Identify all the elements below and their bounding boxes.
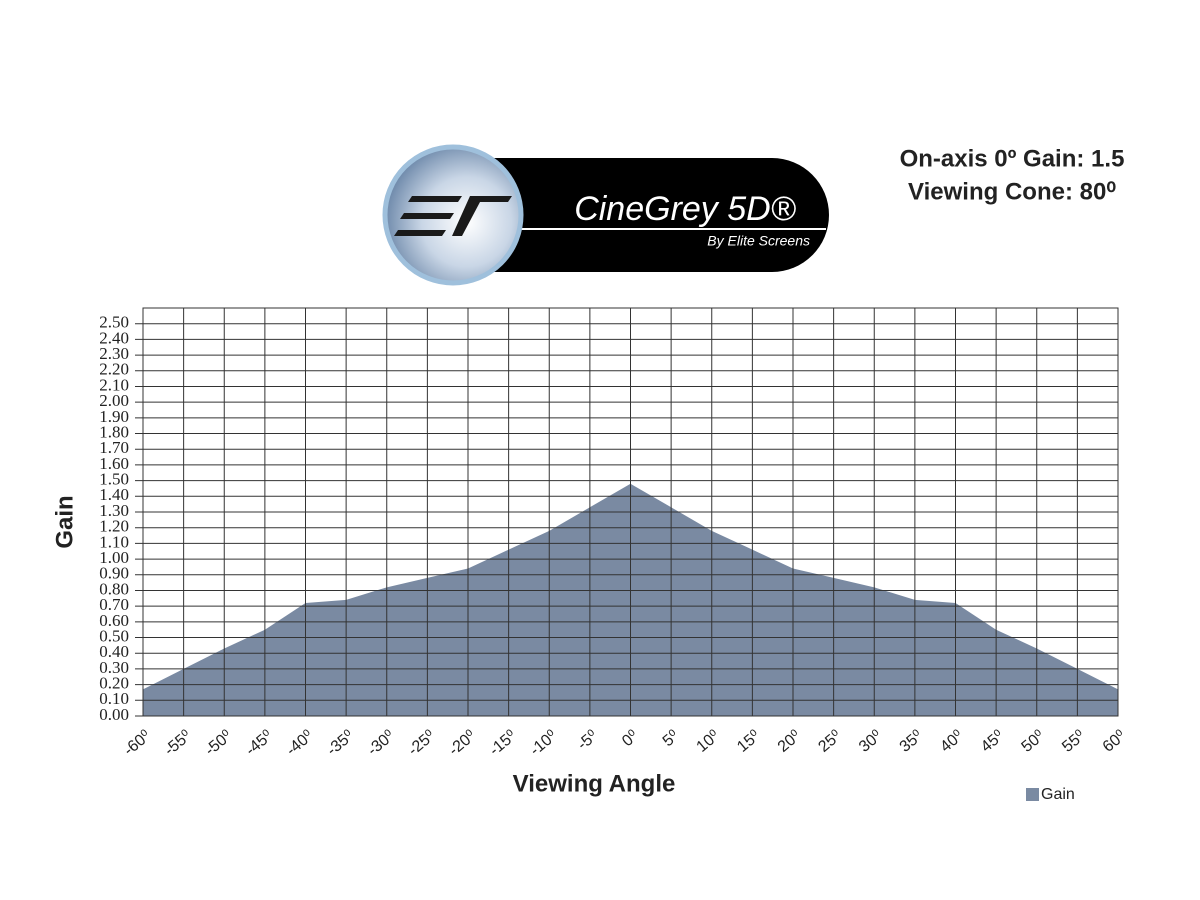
y-tick-label: 1.20 <box>99 517 129 536</box>
logo: CineGrey 5D® By Elite Screens <box>382 144 829 286</box>
x-tick-label: 40⁰ <box>937 727 966 756</box>
x-tick-label: -25⁰ <box>405 727 439 759</box>
x-tick-label: -55⁰ <box>161 727 195 759</box>
y-tick-label: 0.10 <box>99 689 129 708</box>
y-tick-label: 2.20 <box>99 360 129 379</box>
x-tick-label: -50⁰ <box>202 727 236 759</box>
x-tick-label: 15⁰ <box>734 727 763 756</box>
x-axis-title: Viewing Angle <box>513 770 676 797</box>
x-tick-label: -5⁰ <box>574 727 601 753</box>
logo-orb <box>382 144 524 286</box>
y-tick-label: 1.90 <box>99 407 129 426</box>
x-tick-label: 25⁰ <box>815 727 844 756</box>
brand-tagline: By Elite Screens <box>707 233 810 249</box>
x-tick-label: 20⁰ <box>775 727 804 756</box>
x-tick-label: -30⁰ <box>364 727 398 759</box>
x-tick-label: 5⁰ <box>660 727 683 750</box>
y-tick-label: 1.00 <box>99 548 129 567</box>
x-tick-label: -35⁰ <box>324 727 358 759</box>
y-tick-label: 0.30 <box>99 658 129 677</box>
y-tick-label: 0.90 <box>99 564 129 583</box>
y-tick-label: 2.50 <box>99 313 129 332</box>
y-tick-label: 0.40 <box>99 642 129 661</box>
y-tick-label: 0.00 <box>99 705 129 724</box>
x-tick-label: -60⁰ <box>121 727 155 759</box>
plot-frame <box>142 307 1119 717</box>
logo-mark <box>394 196 512 236</box>
y-tick-label: 1.30 <box>99 501 129 520</box>
legend-swatch <box>1026 788 1039 801</box>
x-tick-label: -10⁰ <box>527 727 561 759</box>
y-axis-title: Gain <box>51 495 78 548</box>
x-tick-label: 45⁰ <box>978 727 1007 756</box>
x-tick-label: 55⁰ <box>1059 727 1088 756</box>
y-tick-label: 1.70 <box>99 438 129 457</box>
x-tick-label: 50⁰ <box>1019 727 1048 756</box>
y-tick-label: 0.50 <box>99 626 129 645</box>
x-tick-label: 0⁰ <box>619 727 642 750</box>
x-tick-label: -20⁰ <box>446 727 480 759</box>
x-tick-label: -45⁰ <box>243 727 277 759</box>
y-tick-label: 0.20 <box>99 674 129 693</box>
x-tick-label: 30⁰ <box>856 727 885 756</box>
y-tick-label: 1.40 <box>99 485 129 504</box>
y-tick-label: 2.00 <box>99 391 129 410</box>
annotation: Viewing Cone: 80⁰ <box>908 178 1116 205</box>
y-tick-label: 1.80 <box>99 422 129 441</box>
y-tick-label: 1.50 <box>99 470 129 489</box>
legend-label: Gain <box>1041 786 1075 803</box>
x-tick-label: 35⁰ <box>897 727 926 756</box>
x-tick-label: -40⁰ <box>283 727 317 759</box>
x-tick-label: 60⁰ <box>1100 727 1129 756</box>
x-tick-label: 10⁰ <box>694 727 723 756</box>
annotation: On-axis 0º Gain: 1.5 <box>900 145 1125 172</box>
y-tick-label: 1.10 <box>99 532 129 551</box>
y-tick-label: 2.40 <box>99 328 129 347</box>
y-tick-label: 2.10 <box>99 375 129 394</box>
y-tick-label: 0.80 <box>99 579 129 598</box>
y-tick-label: 0.70 <box>99 595 129 614</box>
y-tick-label: 1.60 <box>99 454 129 473</box>
brand-name: CineGrey 5D® <box>574 190 797 228</box>
y-tick-label: 2.30 <box>99 344 129 363</box>
logo-banner <box>470 158 829 272</box>
y-tick-label: 0.60 <box>99 611 129 630</box>
x-tick-label: -15⁰ <box>486 727 520 759</box>
